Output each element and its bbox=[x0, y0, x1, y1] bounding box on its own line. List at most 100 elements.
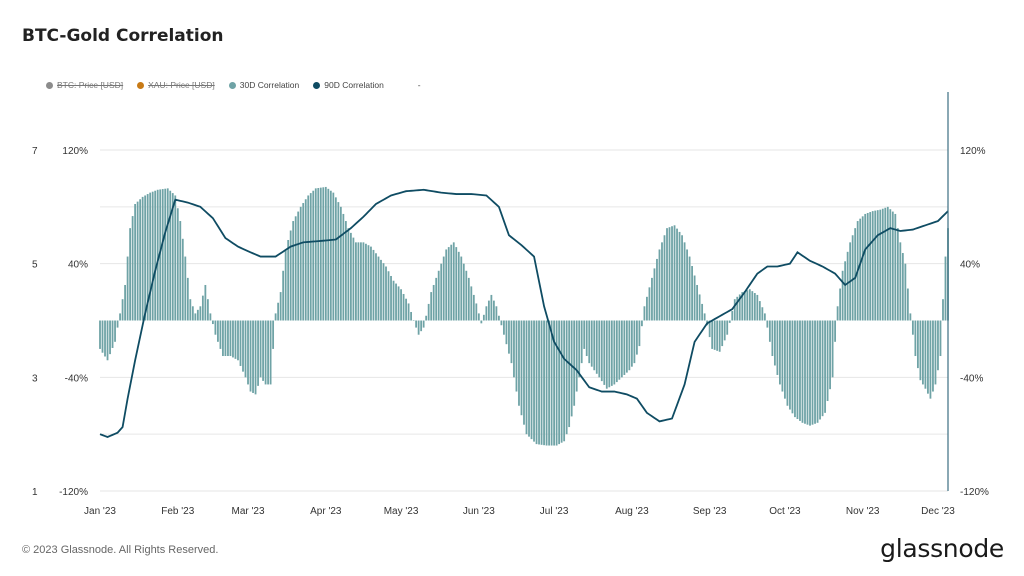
bar-30d-correlation bbox=[560, 320, 563, 443]
bar-30d-correlation bbox=[934, 320, 937, 385]
bar-30d-correlation bbox=[656, 258, 658, 321]
bar-30d-correlation bbox=[834, 320, 836, 342]
bar-30d-correlation bbox=[232, 320, 234, 358]
left-axis-tick-label: 7 bbox=[32, 146, 38, 157]
bar-30d-correlation bbox=[392, 280, 395, 321]
bar-30d-correlation bbox=[169, 190, 172, 321]
bar-30d-correlation bbox=[186, 277, 189, 321]
bar-30d-correlation bbox=[525, 320, 528, 435]
bar-30d-correlation bbox=[375, 253, 377, 321]
legend-item-btc-price[interactable]: BTC: Price [USD] bbox=[46, 80, 123, 90]
bar-30d-correlation bbox=[114, 320, 116, 342]
legend-label-btc: BTC: Price [USD] bbox=[57, 80, 124, 90]
bar-30d-correlation bbox=[681, 235, 683, 321]
bar-30d-correlation bbox=[156, 189, 159, 321]
bar-30d-correlation bbox=[367, 245, 370, 321]
bar-30d-correlation bbox=[447, 247, 450, 321]
bar-30d-correlation bbox=[227, 320, 229, 357]
bar-30d-correlation bbox=[269, 320, 272, 385]
bar-30d-correlation bbox=[796, 320, 799, 420]
bar-30d-correlation bbox=[151, 191, 154, 321]
bar-30d-correlation bbox=[891, 211, 894, 321]
bar-30d-correlation bbox=[437, 270, 440, 321]
bar-30d-correlation bbox=[701, 303, 704, 321]
bar-30d-correlation bbox=[869, 212, 872, 321]
bar-30d-correlation bbox=[450, 244, 453, 321]
bar-30d-correlation bbox=[492, 300, 495, 321]
bar-30d-correlation bbox=[540, 320, 543, 445]
bar-30d-correlation bbox=[412, 320, 415, 321]
bar-30d-correlation bbox=[688, 256, 691, 321]
bar-30d-correlation bbox=[470, 286, 473, 321]
bar-30d-correlation bbox=[595, 320, 598, 374]
left-axis-tick-label: 3 bbox=[32, 373, 38, 384]
bar-30d-correlation bbox=[482, 314, 485, 321]
bar-30d-correlation bbox=[154, 190, 157, 321]
bar-30d-correlation bbox=[661, 242, 663, 321]
x-axis-tick-label: Apr '23 bbox=[310, 506, 342, 517]
bar-30d-correlation bbox=[432, 284, 435, 321]
glassnode-logo[interactable]: glassnode bbox=[880, 534, 1004, 563]
x-axis-tick-label: Jul '23 bbox=[540, 506, 569, 517]
bar-30d-correlation bbox=[101, 320, 104, 353]
bar-30d-correlation bbox=[259, 320, 262, 378]
correlation-axis-tick-label-left: 40% bbox=[68, 260, 88, 271]
bar-30d-correlation bbox=[565, 320, 568, 435]
bar-30d-correlation bbox=[668, 227, 671, 321]
x-axis-tick-label: Feb '23 bbox=[161, 506, 194, 517]
bar-30d-correlation bbox=[99, 320, 101, 349]
bar-30d-correlation bbox=[417, 320, 420, 335]
correlation-axis-tick-label-right: -40% bbox=[960, 373, 983, 384]
bar-30d-correlation bbox=[932, 320, 934, 392]
bar-30d-correlation bbox=[405, 298, 407, 321]
bar-30d-correlation bbox=[686, 249, 688, 321]
bar-30d-correlation bbox=[914, 320, 917, 357]
bar-30d-correlation bbox=[651, 277, 653, 321]
bar-30d-correlation bbox=[199, 306, 202, 321]
bar-30d-correlation bbox=[314, 188, 317, 321]
legend-item-30d-correlation[interactable]: 30D Correlation bbox=[228, 80, 299, 90]
bar-30d-correlation bbox=[911, 320, 914, 335]
bar-30d-correlation bbox=[939, 320, 942, 357]
left-axis-tick-label: 1 bbox=[32, 487, 38, 498]
bar-30d-correlation bbox=[530, 320, 533, 440]
legend-item-dash[interactable]: - bbox=[418, 80, 421, 90]
bar-30d-correlation bbox=[761, 307, 764, 321]
bar-30d-correlation bbox=[106, 320, 109, 361]
bar-30d-correlation bbox=[771, 320, 774, 357]
bar-30d-correlation bbox=[743, 291, 746, 321]
bar-30d-correlation bbox=[390, 275, 392, 321]
bar-30d-correlation bbox=[766, 320, 769, 328]
bar-30d-correlation bbox=[302, 203, 305, 321]
bar-30d-correlation bbox=[550, 320, 553, 446]
bar-30d-correlation bbox=[284, 249, 287, 321]
bar-30d-correlation bbox=[630, 320, 633, 367]
bar-30d-correlation bbox=[555, 320, 558, 446]
bar-30d-correlation bbox=[277, 302, 280, 321]
legend-label-xau: XAU: Price [USD] bbox=[148, 80, 215, 90]
bar-30d-correlation bbox=[322, 187, 325, 321]
bar-30d-correlation bbox=[801, 320, 804, 423]
bar-30d-correlation bbox=[864, 213, 867, 321]
bar-30d-correlation bbox=[927, 320, 929, 394]
bar-30d-correlation bbox=[244, 320, 247, 378]
legend-item-90d-correlation[interactable]: 90D Correlation bbox=[313, 80, 384, 90]
bar-30d-correlation bbox=[480, 320, 483, 324]
bar-30d-correlation bbox=[756, 294, 759, 321]
bar-30d-correlation bbox=[638, 320, 641, 347]
bar-30d-correlation bbox=[400, 289, 402, 321]
bar-30d-correlation bbox=[653, 268, 656, 321]
bar-30d-correlation bbox=[332, 192, 335, 321]
legend-item-xau-price[interactable]: XAU: Price [USD] bbox=[137, 80, 215, 90]
copyright-footer: © 2023 Glassnode. All Rights Reserved. bbox=[22, 544, 219, 556]
bar-30d-correlation bbox=[791, 320, 794, 414]
correlation-axis-tick-label-left: -120% bbox=[59, 487, 88, 498]
bar-30d-correlation bbox=[909, 313, 912, 321]
bar-30d-correlation bbox=[184, 256, 187, 321]
bar-30d-correlation bbox=[588, 320, 591, 364]
bar-30d-correlation bbox=[109, 320, 111, 355]
bar-30d-correlation bbox=[781, 320, 784, 392]
bar-30d-correlation bbox=[312, 190, 315, 321]
bar-30d-correlation bbox=[410, 311, 412, 321]
